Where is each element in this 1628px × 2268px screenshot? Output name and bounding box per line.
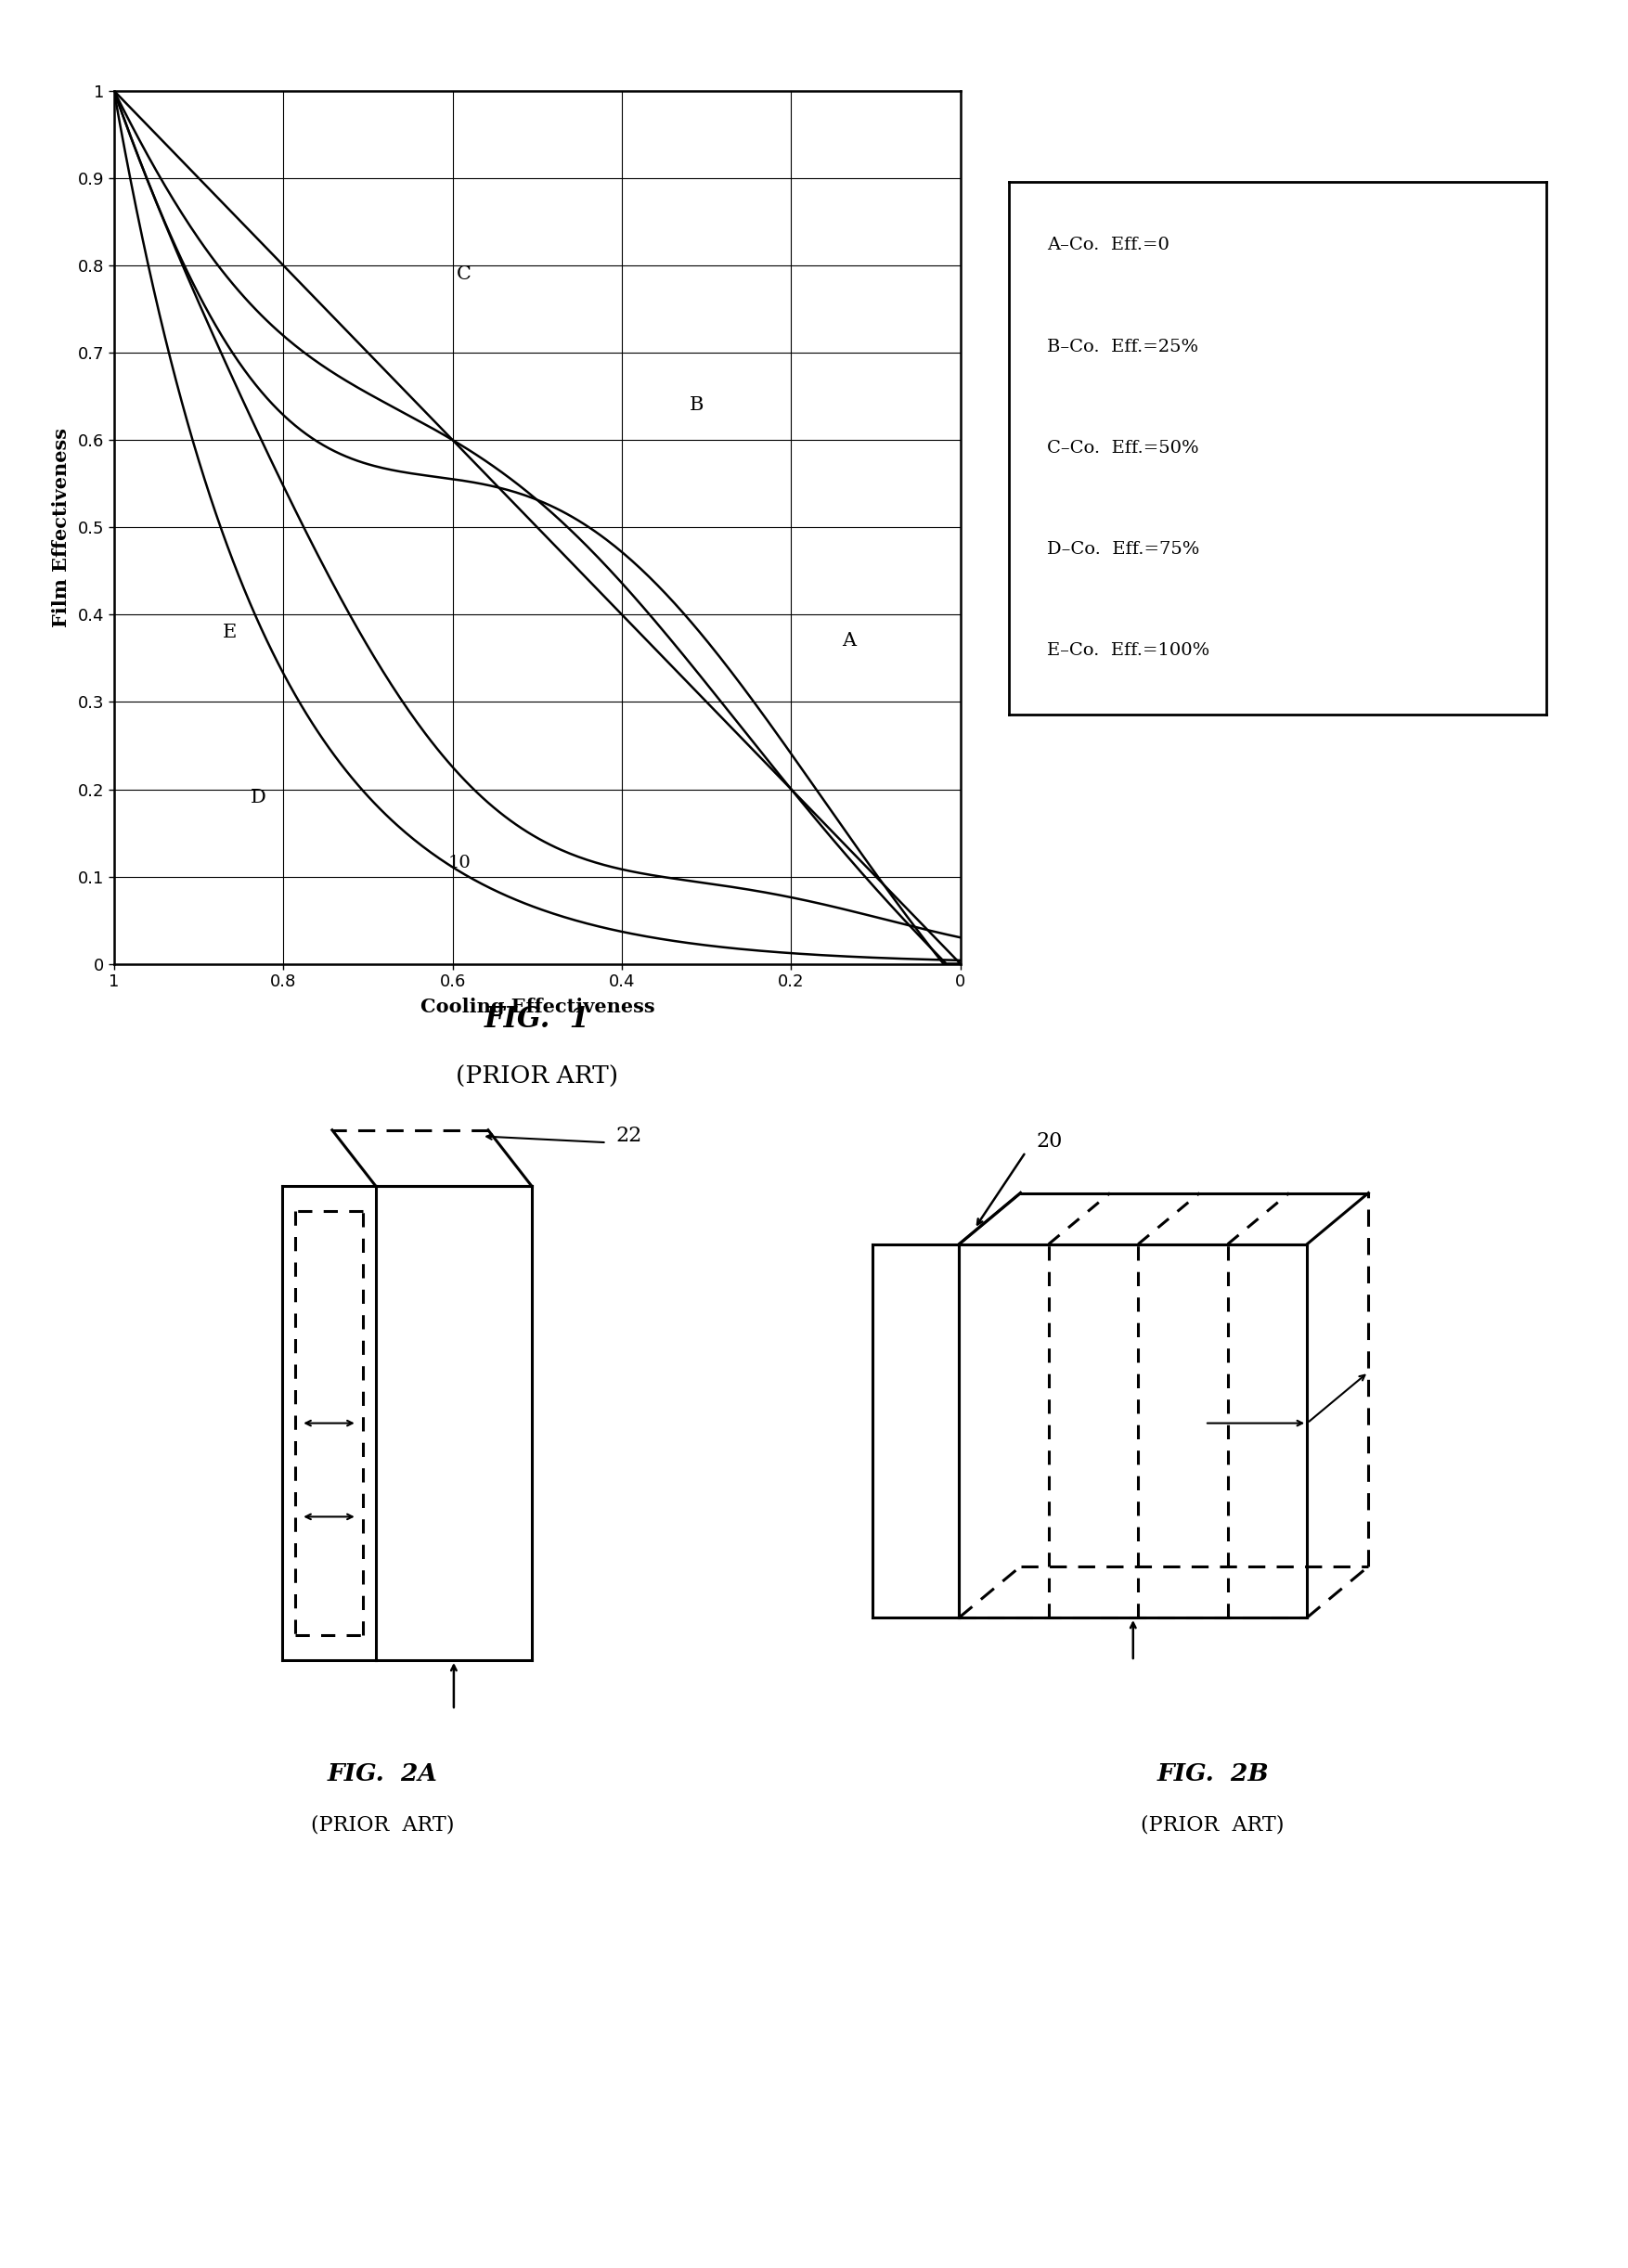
Text: D–Co.  Eff.=75%: D–Co. Eff.=75% — [1047, 540, 1200, 558]
Text: FIG.  2B: FIG. 2B — [1158, 1762, 1268, 1785]
Text: 22: 22 — [615, 1125, 641, 1148]
Text: D: D — [251, 789, 267, 807]
Text: A–Co.  Eff.=0: A–Co. Eff.=0 — [1047, 238, 1169, 254]
Text: 10: 10 — [448, 855, 472, 871]
X-axis label: Cooling Effectiveness: Cooling Effectiveness — [420, 998, 654, 1016]
Text: (PRIOR  ART): (PRIOR ART) — [1141, 1814, 1284, 1835]
Text: FIG.  2A: FIG. 2A — [327, 1762, 438, 1785]
Text: C–Co.  Eff.=50%: C–Co. Eff.=50% — [1047, 440, 1198, 456]
Text: C: C — [457, 265, 472, 284]
Text: (PRIOR  ART): (PRIOR ART) — [311, 1814, 454, 1835]
Text: B–Co.  Eff.=25%: B–Co. Eff.=25% — [1047, 338, 1198, 356]
Text: E: E — [223, 624, 236, 642]
Text: (PRIOR ART): (PRIOR ART) — [456, 1066, 619, 1089]
Text: FIG.  1: FIG. 1 — [485, 1005, 589, 1034]
Text: 20: 20 — [1035, 1132, 1061, 1152]
Text: E–Co.  Eff.=100%: E–Co. Eff.=100% — [1047, 642, 1210, 658]
Text: B: B — [690, 397, 703, 413]
Text: A: A — [842, 633, 856, 649]
Y-axis label: Film Effectiveness: Film Effectiveness — [52, 429, 70, 626]
